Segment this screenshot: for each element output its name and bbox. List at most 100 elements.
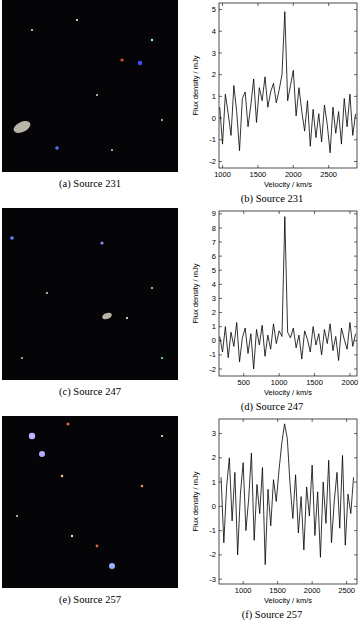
x-tick [279, 373, 280, 376]
star [161, 357, 163, 359]
star [76, 19, 78, 21]
image-background [2, 0, 178, 172]
y-tick [219, 227, 222, 228]
x-tick-label: 2500 [338, 586, 355, 595]
y-axis-label: Flux density / mJy [191, 263, 200, 323]
plot-frame [219, 211, 357, 376]
x-tick [328, 165, 329, 168]
star [71, 535, 73, 537]
y-tick [354, 482, 357, 483]
x-tick-label: 1500 [250, 170, 267, 179]
y-tick [219, 242, 222, 243]
x-tick-label: 1000 [214, 170, 231, 179]
y-tick-label: -2 [209, 157, 216, 166]
x-tick-label: 1000 [235, 586, 252, 595]
star [100, 241, 103, 244]
star [109, 563, 115, 569]
x-tick-label: 1000 [271, 378, 288, 387]
star [46, 292, 48, 294]
galaxy [12, 119, 33, 136]
y-tick [354, 354, 357, 355]
y-tick [354, 312, 357, 313]
star [96, 545, 99, 548]
star [10, 236, 14, 240]
y-tick [219, 326, 222, 327]
x-tick [243, 419, 244, 422]
y-tick [219, 270, 222, 271]
y-tick [354, 457, 357, 458]
spectrum-line [220, 12, 356, 153]
y-tick-label: 5 [212, 266, 216, 275]
y-tick [354, 139, 357, 140]
x-tick [257, 165, 258, 168]
x-tick [293, 3, 294, 6]
x-tick-label: 1500 [306, 378, 323, 387]
x-tick [328, 3, 329, 6]
star [55, 146, 59, 150]
y-tick-label: 4 [212, 280, 216, 289]
plot-frame [219, 3, 357, 168]
y-tick-label: 4 [212, 27, 216, 36]
x-tick [349, 211, 350, 214]
caption: (c) Source 247 [59, 386, 121, 398]
y-tick-label: -2 [209, 365, 216, 374]
chart: 1000150020002500-3-2-10123Flux density /… [191, 419, 357, 621]
spectrum-line [221, 424, 353, 565]
y-tick [354, 227, 357, 228]
y-tick-label: 1 [212, 92, 216, 101]
star [161, 119, 163, 121]
y-tick [354, 554, 357, 555]
y-tick [354, 118, 357, 119]
star [39, 451, 45, 457]
star [138, 61, 142, 65]
y-tick-label: 2 [212, 70, 216, 79]
x-tick [312, 419, 313, 422]
x-tick-label: 500 [238, 378, 251, 387]
y-tick-label: 1 [212, 322, 216, 331]
figure: (a) Source 231(c) Source 247(e) Source 2… [0, 0, 360, 625]
x-tick [312, 581, 313, 584]
y-tick [219, 457, 222, 458]
y-tick [354, 506, 357, 507]
y-tick [354, 213, 357, 214]
y-tick-label: 8 [212, 224, 216, 233]
plot-frame [219, 419, 357, 584]
y-axis-label: Flux density / mJy [191, 471, 200, 531]
y-tick [354, 284, 357, 285]
galaxy [101, 311, 112, 320]
y-tick [219, 139, 222, 140]
caption: (f) Source 257 [242, 609, 303, 621]
y-tick-label: 2 [212, 308, 216, 317]
x-axis-label: Velocity / km/s [264, 388, 312, 397]
star [111, 149, 113, 151]
x-tick [257, 3, 258, 6]
y-tick [219, 213, 222, 214]
star [16, 515, 18, 517]
y-tick [219, 530, 222, 531]
star [151, 39, 153, 41]
star [21, 357, 23, 359]
y-tick [354, 298, 357, 299]
caption: (b) Source 231 [241, 193, 303, 205]
sky-image [2, 416, 178, 588]
sky-image [2, 0, 178, 172]
y-tick [219, 284, 222, 285]
caption: (d) Source 247 [241, 401, 303, 413]
y-tick [219, 354, 222, 355]
y-tick-label: 6 [212, 252, 216, 261]
y-tick [219, 554, 222, 555]
x-tick [243, 211, 244, 214]
caption: (a) Source 231 [59, 178, 121, 190]
y-tick [219, 96, 222, 97]
y-tick [354, 31, 357, 32]
y-tick-label: 0 [212, 114, 216, 123]
y-tick [219, 74, 222, 75]
star [29, 433, 35, 439]
y-tick [354, 530, 357, 531]
y-tick-label: 3 [212, 294, 216, 303]
y-tick [219, 579, 222, 580]
spectrum-line [220, 217, 356, 369]
x-tick [279, 211, 280, 214]
y-tick [354, 242, 357, 243]
y-tick-label: -2 [209, 550, 216, 559]
